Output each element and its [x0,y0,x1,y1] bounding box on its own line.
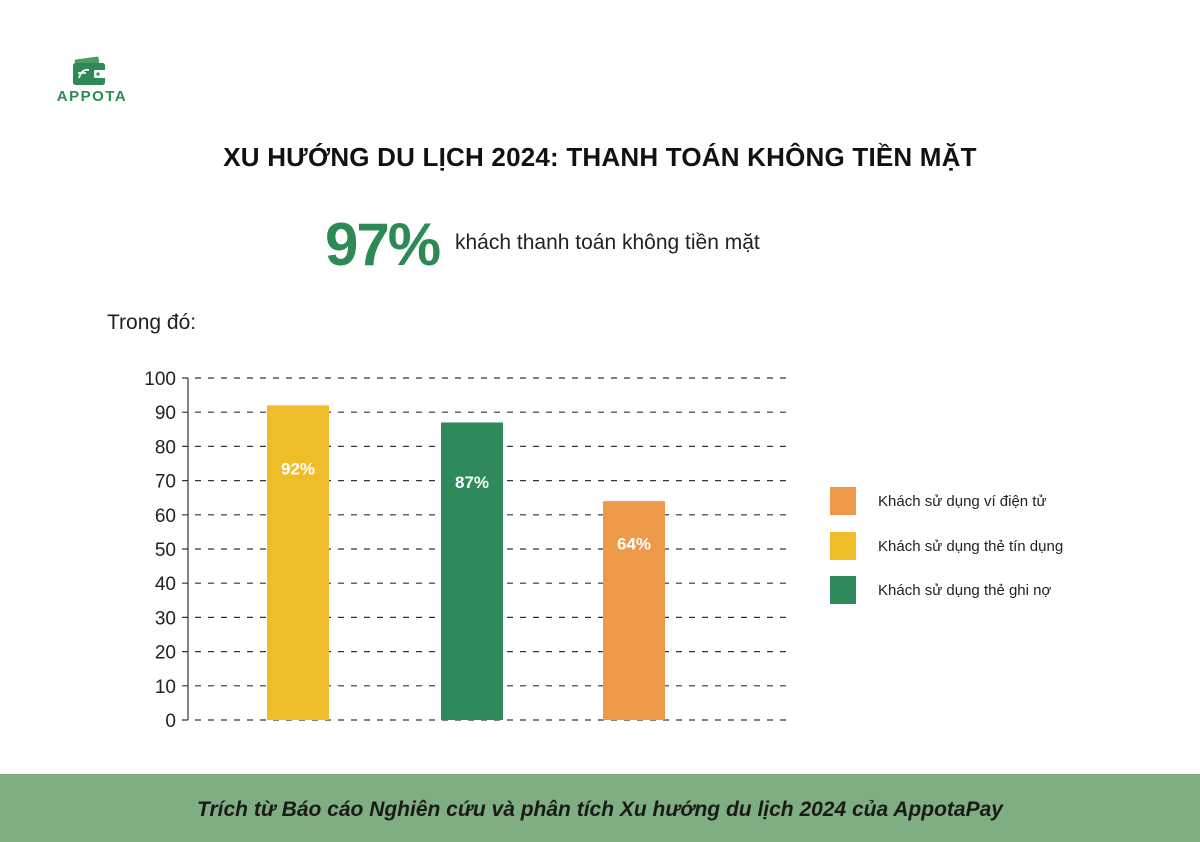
y-tick-label: 60 [155,506,176,527]
bar [267,405,329,720]
footer-banner: Trích từ Báo cáo Nghiên cứu và phân tích… [0,774,1200,842]
y-tick-label: 90 [155,403,176,424]
headline-text: khách thanh toán không tiền mặt [455,231,760,254]
y-tick-label: 40 [155,574,176,595]
y-tick-label: 20 [155,643,176,664]
y-tick-label: 10 [155,677,176,698]
legend-swatch [830,532,856,560]
legend-label: Khách sử dụng thẻ ghi nợ [878,582,1051,599]
legend-label: Khách sử dụng ví điện tử [878,493,1047,510]
subheading: Trong đó: [107,311,197,334]
y-tick-label: 70 [155,472,176,493]
data-label: 92% [281,460,315,479]
data-label: 87% [455,473,489,492]
wallet-logo-icon [73,56,106,85]
y-tick-label: 0 [165,711,176,732]
legend-swatch [830,487,856,515]
bar [603,501,665,720]
page-title: XU HƯỚNG DU LỊCH 2024: THANH TOÁN KHÔNG … [223,142,977,172]
legend-swatch [830,576,856,604]
bar-chart: 0 10 20 30 40 50 60 70 80 90 100 92% 87% 64% Khách sử … [144,369,1063,732]
y-tick-label: 80 [155,437,176,458]
footer-source-text: Trích từ Báo cáo Nghiên cứu và phân tích… [197,798,1003,821]
headline-value: 97% [325,211,441,278]
legend-label: Khách sử dụng thẻ tín dụng [878,538,1063,555]
y-tick-label: 50 [155,540,176,561]
brand-name: APPOTA [56,88,128,105]
brand-logo: APPOTA [40,52,140,108]
y-tick-label: 100 [144,369,176,390]
y-tick-label: 30 [155,608,176,629]
data-label: 64% [617,534,651,553]
bar [441,422,503,720]
